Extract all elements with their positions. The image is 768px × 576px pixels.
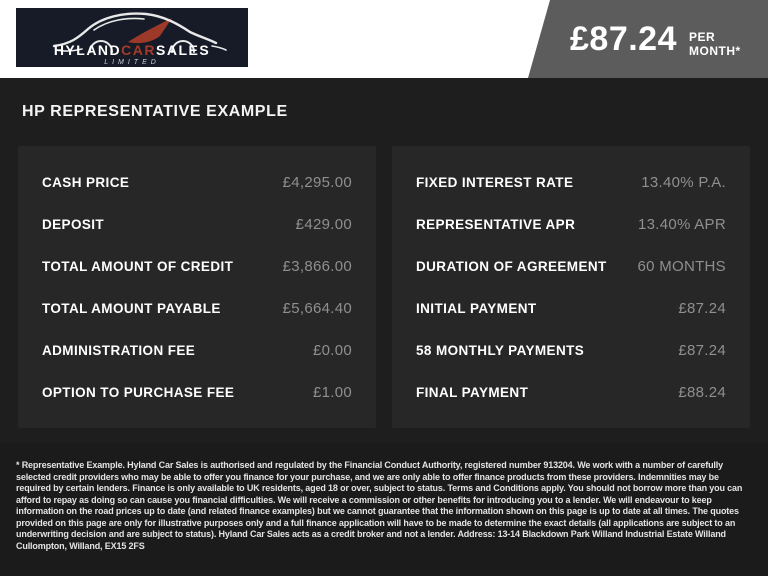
logo-name-part2: CAR <box>121 42 156 58</box>
finance-row-value: £3,866.00 <box>282 257 352 275</box>
finance-section: HP REPRESENTATIVE EXAMPLE CASH PRICE £4,2… <box>0 78 768 443</box>
finance-row-value: £88.24 <box>678 383 726 401</box>
finance-row-label: CASH PRICE <box>42 174 130 190</box>
finance-row-value: 13.40% APR <box>637 215 726 233</box>
finance-row: DURATION OF AGREEMENT 60 MONTHS <box>392 245 750 287</box>
monthly-price-amount: £87.24 <box>570 20 677 58</box>
finance-row-label: FIXED INTEREST RATE <box>416 174 574 190</box>
logo-name-part1: HYLAND <box>53 42 122 58</box>
finance-row: TOTAL AMOUNT OF CREDIT £3,866.00 <box>18 245 376 287</box>
disclaimer-text: * Representative Example. Hyland Car Sal… <box>16 460 743 551</box>
finance-row: INITIAL PAYMENT £87.24 <box>392 287 750 329</box>
finance-row-label: DEPOSIT <box>42 216 105 232</box>
finance-row-value: £4,295.00 <box>282 173 352 191</box>
finance-row: OPTION TO PURCHASE FEE £1.00 <box>18 371 376 413</box>
dealer-logo: HYLANDCARSALES LIMITED <box>16 8 248 67</box>
finance-row-value: £5,664.40 <box>282 299 352 317</box>
finance-row-value: 60 MONTHS <box>637 257 726 275</box>
finance-row-label: TOTAL AMOUNT PAYABLE <box>42 300 221 316</box>
finance-row-label: REPRESENTATIVE APR <box>416 216 576 232</box>
finance-panel-right: FIXED INTEREST RATE 13.40% P.A. REPRESENTA… <box>392 146 750 428</box>
finance-row: FIXED INTEREST RATE 13.40% P.A. <box>392 161 750 203</box>
finance-panel-left: CASH PRICE £4,295.00 DEPOSIT £429.00 TOTAL A… <box>18 146 376 428</box>
finance-panels: CASH PRICE £4,295.00 DEPOSIT £429.00 TOTAL A… <box>18 146 750 428</box>
finance-row: ADMINISTRATION FEE £0.00 <box>18 329 376 371</box>
car-silhouette-icon <box>52 12 227 53</box>
finance-row-label: 58 MONTHLY PAYMENTS <box>416 342 585 358</box>
finance-row-label: OPTION TO PURCHASE FEE <box>42 384 235 400</box>
finance-row-value: £87.24 <box>678 341 726 359</box>
finance-row-label: FINAL PAYMENT <box>416 384 529 400</box>
finance-row-value: £0.00 <box>312 341 352 359</box>
footer: * Representative Example. Hyland Car Sal… <box>0 443 768 576</box>
finance-row: DEPOSIT £429.00 <box>18 203 376 245</box>
dealer-logo-name: HYLANDCARSALES <box>16 43 248 57</box>
finance-row: REPRESENTATIVE APR 13.40% APR <box>392 203 750 245</box>
finance-row-value: 13.40% P.A. <box>641 173 726 191</box>
finance-row-value: £429.00 <box>295 215 352 233</box>
header: HYLANDCARSALES LIMITED £87.24 PER MONTH* <box>0 0 768 78</box>
finance-row-label: TOTAL AMOUNT OF CREDIT <box>42 258 234 274</box>
monthly-price-banner: £87.24 PER MONTH* <box>528 0 768 78</box>
finance-row: TOTAL AMOUNT PAYABLE £5,664.40 <box>18 287 376 329</box>
finance-row: FINAL PAYMENT £88.24 <box>392 371 750 413</box>
finance-row-label: INITIAL PAYMENT <box>416 300 537 316</box>
monthly-price-suffix: PER MONTH* <box>689 30 741 58</box>
finance-row-label: ADMINISTRATION FEE <box>42 342 196 358</box>
finance-row-label: DURATION OF AGREEMENT <box>416 258 607 274</box>
logo-name-part3: SALES <box>156 42 211 58</box>
finance-row: CASH PRICE £4,295.00 <box>18 161 376 203</box>
dealer-logo-subtitle: LIMITED <box>104 59 160 66</box>
finance-row: 58 MONTHLY PAYMENTS £87.24 <box>392 329 750 371</box>
finance-row-value: £1.00 <box>312 383 352 401</box>
page-title: HP REPRESENTATIVE EXAMPLE <box>22 103 288 120</box>
finance-row-value: £87.24 <box>678 299 726 317</box>
